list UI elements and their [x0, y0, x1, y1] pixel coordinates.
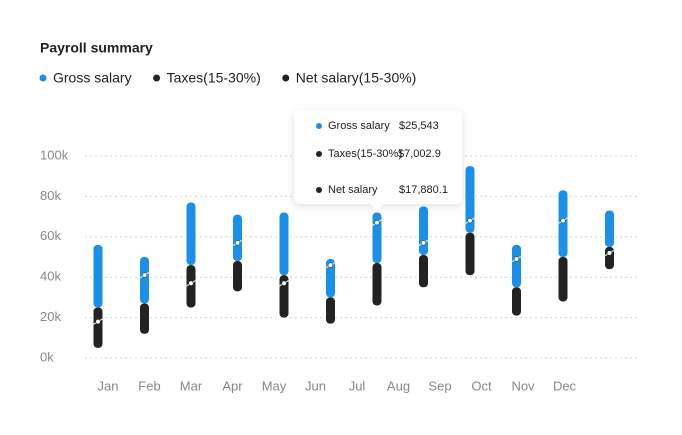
bar — [372, 263, 382, 306]
y-tick-label: 60k — [40, 228, 61, 243]
net-point — [374, 220, 380, 226]
bar — [140, 257, 149, 304]
tooltip-name: Taxes(15-30%) — [328, 148, 402, 160]
x-tick-label: Mar — [180, 378, 203, 393]
y-tick-label: 20k — [40, 309, 61, 324]
bar — [419, 206, 428, 255]
tooltip-value: $7,002.9 — [398, 148, 441, 160]
legend-dot — [153, 74, 161, 82]
legend-dot — [39, 74, 47, 82]
legend-label: Net salary(15-30%) — [296, 70, 417, 86]
bar — [605, 246, 614, 270]
y-tick-label: 80k — [40, 188, 61, 203]
bar — [233, 214, 242, 262]
net-point — [141, 272, 148, 278]
bar — [419, 254, 428, 288]
chart-title: Payroll summary — [40, 40, 153, 56]
net-point — [513, 256, 520, 262]
bar — [233, 261, 242, 292]
bar — [558, 190, 568, 257]
y-tick-label: 40k — [40, 269, 61, 284]
net-point — [281, 280, 287, 286]
net-point — [467, 218, 473, 224]
x-tick-label: Apr — [222, 378, 243, 393]
net-point — [234, 240, 241, 246]
tooltip-box — [294, 110, 462, 204]
bar — [465, 232, 475, 276]
x-tick-label: Jun — [305, 378, 326, 393]
x-tick-label: May — [262, 378, 287, 393]
legend-label: Gross salary — [53, 70, 132, 86]
x-tick-label: Jul — [349, 378, 366, 393]
x-tick-label: Aug — [387, 378, 410, 393]
tooltip-name: Gross salary — [328, 120, 390, 132]
bar — [605, 210, 614, 247]
legend-dot — [282, 74, 290, 82]
x-tick-label: Feb — [138, 378, 160, 393]
net-point — [420, 240, 427, 246]
bar — [558, 257, 568, 302]
bar — [279, 275, 289, 318]
tooltip-pointer — [370, 203, 384, 211]
y-tick-label: 0k — [40, 349, 54, 364]
x-tick-label: Sep — [428, 378, 451, 393]
y-tick-label: 100k — [40, 147, 69, 162]
bar — [140, 303, 149, 334]
bar — [186, 265, 196, 308]
net-point — [606, 250, 613, 256]
tooltip-name: Net salary — [328, 184, 378, 196]
bar — [372, 212, 382, 264]
net-point — [188, 280, 194, 286]
x-tick-label: Nov — [511, 378, 535, 393]
tooltip-value: $25,543 — [399, 120, 439, 132]
bar — [465, 166, 475, 233]
x-tick-label: Oct — [471, 378, 492, 393]
x-tick-label: Dec — [553, 378, 577, 393]
net-point — [560, 218, 566, 224]
bar — [93, 307, 103, 348]
tooltip-value: $17,880.1 — [399, 184, 448, 196]
bar — [279, 212, 289, 276]
net-point — [95, 319, 101, 325]
bar — [512, 244, 521, 288]
legend-label: Taxes(15-30%) — [167, 70, 261, 86]
bar — [326, 259, 335, 298]
bar — [512, 287, 521, 316]
bar — [93, 244, 103, 308]
tooltip-dot — [316, 187, 322, 193]
bar — [326, 297, 335, 324]
tooltip-dot — [316, 123, 322, 129]
bar — [186, 202, 196, 266]
x-tick-label: Jan — [98, 378, 119, 393]
net-point — [327, 262, 334, 268]
tooltip-dot — [316, 151, 322, 157]
